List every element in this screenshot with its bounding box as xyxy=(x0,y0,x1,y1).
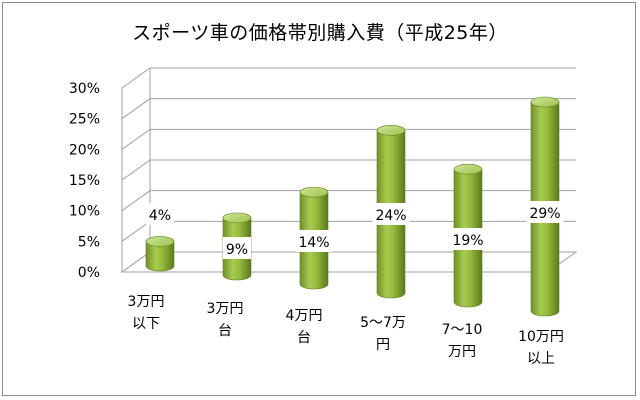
data-label: 4% xyxy=(149,208,171,224)
y-tick-label: 5% xyxy=(78,234,100,250)
gridline xyxy=(121,251,576,273)
y-tick-label: 25% xyxy=(69,112,100,128)
gridline xyxy=(121,98,576,120)
category-label: 以上 xyxy=(527,351,555,367)
gridline xyxy=(121,159,576,181)
y-tick-label: 15% xyxy=(69,173,100,189)
chart-title: スポーツ車の価格帯別購入費（平成25年） xyxy=(132,22,508,44)
bar-top xyxy=(299,186,329,198)
gridline xyxy=(121,220,576,242)
category-label: 4万円 xyxy=(286,308,323,324)
gridline xyxy=(121,67,576,89)
y-tick-label: 10% xyxy=(69,204,100,220)
bar xyxy=(145,236,175,272)
bar-top xyxy=(145,236,175,247)
bar-top xyxy=(222,212,252,224)
y-tick-label: 20% xyxy=(69,142,100,158)
category-label: 7～10 xyxy=(442,322,483,338)
data-label-box xyxy=(526,201,564,223)
y-tick-label: 0% xyxy=(78,265,100,281)
category-label: 以下 xyxy=(132,316,160,332)
data-label: 14% xyxy=(298,235,329,251)
category-label: 万円 xyxy=(448,344,476,360)
gridline xyxy=(121,128,576,150)
bar-top xyxy=(376,125,406,136)
bar-body xyxy=(145,241,175,272)
category-label: 台 xyxy=(297,330,311,346)
data-label: 24% xyxy=(375,208,406,224)
chart-floor xyxy=(120,251,578,273)
data-label: 19% xyxy=(452,233,483,249)
bar-top xyxy=(530,96,560,108)
category-label: 3万円 xyxy=(207,301,244,317)
bar-top xyxy=(453,163,483,175)
category-label: 3万円 xyxy=(128,294,165,310)
data-label: 29% xyxy=(529,206,560,222)
gridline xyxy=(121,190,576,212)
category-label: 10万円 xyxy=(518,329,564,345)
data-label-box xyxy=(146,203,174,225)
category-label: 台 xyxy=(218,323,232,339)
category-label: 5～7万 xyxy=(360,315,406,331)
data-label: 9% xyxy=(226,242,248,258)
category-label: 円 xyxy=(376,337,390,353)
data-label-box xyxy=(223,237,251,259)
y-tick-label: 30% xyxy=(69,81,100,97)
data-label-box xyxy=(295,230,333,252)
data-label-box xyxy=(449,228,487,250)
data-label-box xyxy=(372,203,410,225)
